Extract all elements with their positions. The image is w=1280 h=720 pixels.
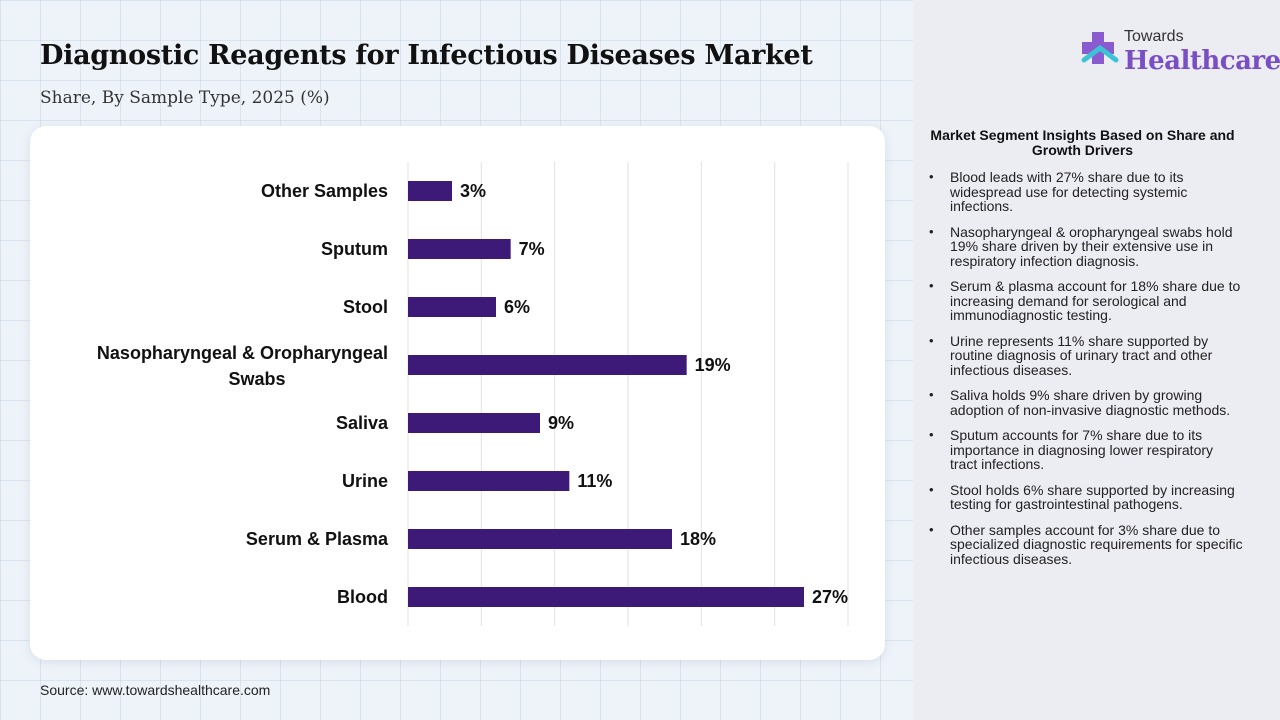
bullet-icon: • [929, 223, 934, 239]
insight-text: Nasopharyngeal & oropharyngeal swabs hol… [950, 223, 1233, 269]
category-label: Other Samples [261, 181, 388, 201]
insight-item: • Serum & plasma account for 18% share du… [929, 278, 1244, 323]
bullet-icon: • [929, 169, 934, 184]
bullet-icon: • [929, 521, 934, 537]
data-label: 11% [577, 471, 612, 491]
brand-logo: Towards Healthcare [1080, 28, 1280, 78]
insight-item: • Other samples account for 3% share due … [929, 521, 1244, 567]
page-subtitle: Share, By Sample Type, 2025 (%) [40, 88, 330, 108]
page-title: Diagnostic Reagents for Infectious Disea… [40, 40, 813, 71]
bar-chart: 3% Other Samples 7% Sputum 6% Stool 19% Nasopha… [97, 162, 849, 626]
insight-text: Sputum accounts for 7% share due to its … [950, 427, 1214, 472]
category-label-line: Nasopharyngeal & Oropharyngeal [97, 343, 388, 363]
insight-item: • Saliva holds 9% share driven by growing… [929, 387, 1244, 418]
bar [408, 181, 452, 201]
bar [408, 297, 496, 317]
category-label: Stool [343, 297, 388, 317]
bar [408, 355, 687, 375]
insight-item: • Urine represents 11% share supported by… [929, 332, 1244, 378]
logo-text-healthcare: Healthcare [1124, 46, 1280, 76]
insights-panel [913, 0, 1280, 720]
category-label: Serum & Plasma [246, 529, 389, 549]
bullet-icon: • [929, 427, 934, 442]
insight-text: Blood leads with 27% share due to its wi… [950, 169, 1188, 214]
bullet-icon: • [929, 278, 934, 293]
bar [408, 413, 540, 433]
bar [408, 587, 804, 607]
category-label-line: Swabs [228, 369, 285, 389]
bar [408, 239, 511, 259]
insight-text: Stool holds 6% share supported by increa… [950, 481, 1235, 512]
insight-text: Other samples account for 3% share due t… [950, 521, 1243, 567]
logo-text-towards: Towards [1124, 28, 1184, 45]
insight-item: • Stool holds 6% share supported by incre… [929, 481, 1244, 512]
data-label: 27% [812, 587, 848, 607]
data-label: 7% [519, 239, 545, 259]
bullet-icon: • [929, 332, 934, 348]
category-label: Sputum [321, 239, 388, 259]
category-label: Saliva [336, 413, 389, 433]
data-label: 19% [695, 355, 731, 375]
category-label: Urine [342, 471, 388, 491]
chart-card: 3% Other Samples 7% Sputum 6% Stool 19% Nasopha… [30, 126, 885, 660]
bar [408, 529, 672, 549]
source-note: Source: www.towardshealthcare.com [40, 682, 271, 698]
insight-text: Serum & plasma account for 18% share due… [950, 278, 1241, 323]
category-label: Nasopharyngeal & Oropharyngeal Swabs [97, 343, 388, 389]
insight-text: Saliva holds 9% share driven by growing … [950, 387, 1231, 418]
medical-cross-icon [1081, 32, 1119, 64]
data-label: 3% [460, 181, 486, 201]
bar [408, 471, 570, 491]
data-label: 9% [548, 413, 574, 433]
insight-item: • Blood leads with 27% share due to its w… [929, 169, 1244, 214]
insights-title: Market Segment Insights Based on Share a… [930, 127, 1235, 158]
bullet-icon: • [929, 387, 934, 402]
category-label: Blood [337, 587, 388, 607]
data-label: 18% [680, 529, 716, 549]
insight-item: • Sputum accounts for 7% share due to its… [929, 427, 1244, 472]
bullet-icon: • [929, 481, 934, 497]
insight-item: • Nasopharyngeal & oropharyngeal swabs ho… [929, 223, 1244, 269]
data-label: 6% [504, 297, 530, 317]
insight-text: Urine represents 11% share supported by … [950, 332, 1213, 378]
insights-list: • Blood leads with 27% share due to its w… [929, 169, 1244, 577]
